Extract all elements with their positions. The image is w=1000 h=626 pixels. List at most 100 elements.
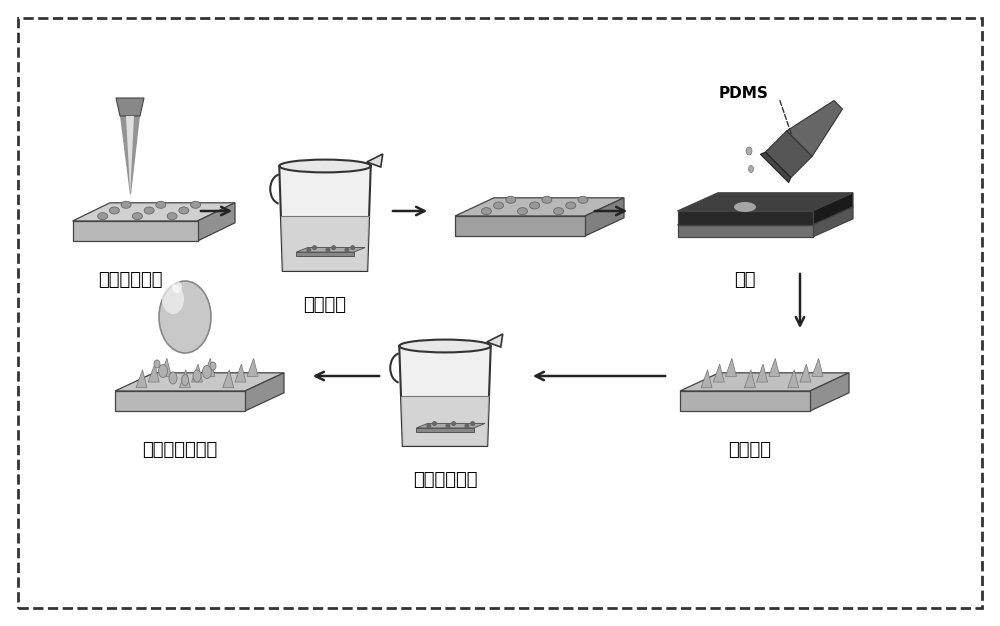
Polygon shape xyxy=(223,370,234,387)
Circle shape xyxy=(345,248,349,252)
Polygon shape xyxy=(810,373,849,411)
Polygon shape xyxy=(678,225,812,237)
Ellipse shape xyxy=(517,208,527,215)
Ellipse shape xyxy=(542,197,552,203)
Circle shape xyxy=(326,248,330,252)
Circle shape xyxy=(427,424,431,428)
Polygon shape xyxy=(701,370,712,387)
Polygon shape xyxy=(247,358,258,376)
Ellipse shape xyxy=(132,213,142,220)
Polygon shape xyxy=(120,116,140,199)
Text: 盐酸刻蚀: 盐酸刻蚀 xyxy=(304,296,347,314)
Ellipse shape xyxy=(746,147,752,155)
Ellipse shape xyxy=(566,202,576,209)
Ellipse shape xyxy=(554,208,564,215)
Circle shape xyxy=(446,424,450,428)
Polygon shape xyxy=(812,358,823,376)
Polygon shape xyxy=(713,364,724,382)
Ellipse shape xyxy=(159,281,211,353)
Ellipse shape xyxy=(182,374,188,386)
Polygon shape xyxy=(678,211,812,225)
Text: 锥状阵列: 锥状阵列 xyxy=(728,441,772,459)
Ellipse shape xyxy=(530,202,540,209)
Ellipse shape xyxy=(167,213,177,220)
Polygon shape xyxy=(678,193,853,211)
Polygon shape xyxy=(115,373,284,391)
Polygon shape xyxy=(769,358,780,376)
Polygon shape xyxy=(296,247,365,252)
Polygon shape xyxy=(367,154,383,167)
Ellipse shape xyxy=(193,370,201,382)
Polygon shape xyxy=(680,373,849,391)
Circle shape xyxy=(307,248,311,252)
Polygon shape xyxy=(160,358,171,376)
Polygon shape xyxy=(455,198,624,216)
Polygon shape xyxy=(760,152,791,183)
Polygon shape xyxy=(136,370,147,387)
Polygon shape xyxy=(585,198,624,236)
Polygon shape xyxy=(455,216,585,236)
Ellipse shape xyxy=(203,366,212,379)
Circle shape xyxy=(433,422,436,426)
Ellipse shape xyxy=(210,362,216,370)
Polygon shape xyxy=(279,166,371,271)
Polygon shape xyxy=(281,217,369,271)
Polygon shape xyxy=(296,252,354,256)
Polygon shape xyxy=(678,207,853,225)
Polygon shape xyxy=(787,101,842,156)
Ellipse shape xyxy=(481,208,491,215)
Polygon shape xyxy=(179,370,190,387)
Polygon shape xyxy=(235,364,246,382)
Polygon shape xyxy=(116,98,144,116)
Polygon shape xyxy=(73,203,235,221)
Polygon shape xyxy=(487,334,503,347)
Ellipse shape xyxy=(179,207,189,214)
Polygon shape xyxy=(744,370,755,387)
Ellipse shape xyxy=(172,281,182,293)
Ellipse shape xyxy=(121,202,131,208)
Circle shape xyxy=(452,422,455,426)
Text: PDMS: PDMS xyxy=(719,86,769,101)
Polygon shape xyxy=(148,364,159,382)
Polygon shape xyxy=(812,193,853,225)
Polygon shape xyxy=(725,358,736,376)
Ellipse shape xyxy=(506,197,516,203)
Text: 激光加工模板: 激光加工模板 xyxy=(98,271,162,289)
Ellipse shape xyxy=(734,202,756,212)
Ellipse shape xyxy=(169,372,177,384)
Text: 浇筑: 浇筑 xyxy=(734,271,756,289)
Ellipse shape xyxy=(162,284,184,314)
Circle shape xyxy=(465,424,469,428)
Polygon shape xyxy=(399,346,491,446)
Ellipse shape xyxy=(126,194,134,198)
Ellipse shape xyxy=(399,339,491,352)
Polygon shape xyxy=(757,364,768,382)
Polygon shape xyxy=(416,423,485,428)
Polygon shape xyxy=(73,221,198,241)
Ellipse shape xyxy=(279,160,371,172)
Polygon shape xyxy=(192,364,203,382)
Polygon shape xyxy=(680,391,810,411)
Polygon shape xyxy=(812,207,853,237)
Circle shape xyxy=(351,246,354,250)
Polygon shape xyxy=(800,364,811,382)
Circle shape xyxy=(332,246,335,250)
Polygon shape xyxy=(204,358,215,376)
Polygon shape xyxy=(788,370,799,387)
Ellipse shape xyxy=(98,213,108,220)
Polygon shape xyxy=(401,396,489,446)
Ellipse shape xyxy=(748,165,754,173)
Ellipse shape xyxy=(494,202,504,209)
Circle shape xyxy=(471,422,474,426)
Text: 低表面能修饰: 低表面能修饰 xyxy=(413,471,477,489)
Polygon shape xyxy=(245,373,284,411)
Polygon shape xyxy=(416,428,474,432)
Ellipse shape xyxy=(191,202,201,208)
Circle shape xyxy=(313,246,316,250)
Text: 超疏水锥状阵列: 超疏水锥状阵列 xyxy=(142,441,218,459)
Polygon shape xyxy=(126,116,134,194)
Ellipse shape xyxy=(158,364,168,377)
Ellipse shape xyxy=(156,202,166,208)
Polygon shape xyxy=(765,131,812,178)
Polygon shape xyxy=(115,391,245,411)
